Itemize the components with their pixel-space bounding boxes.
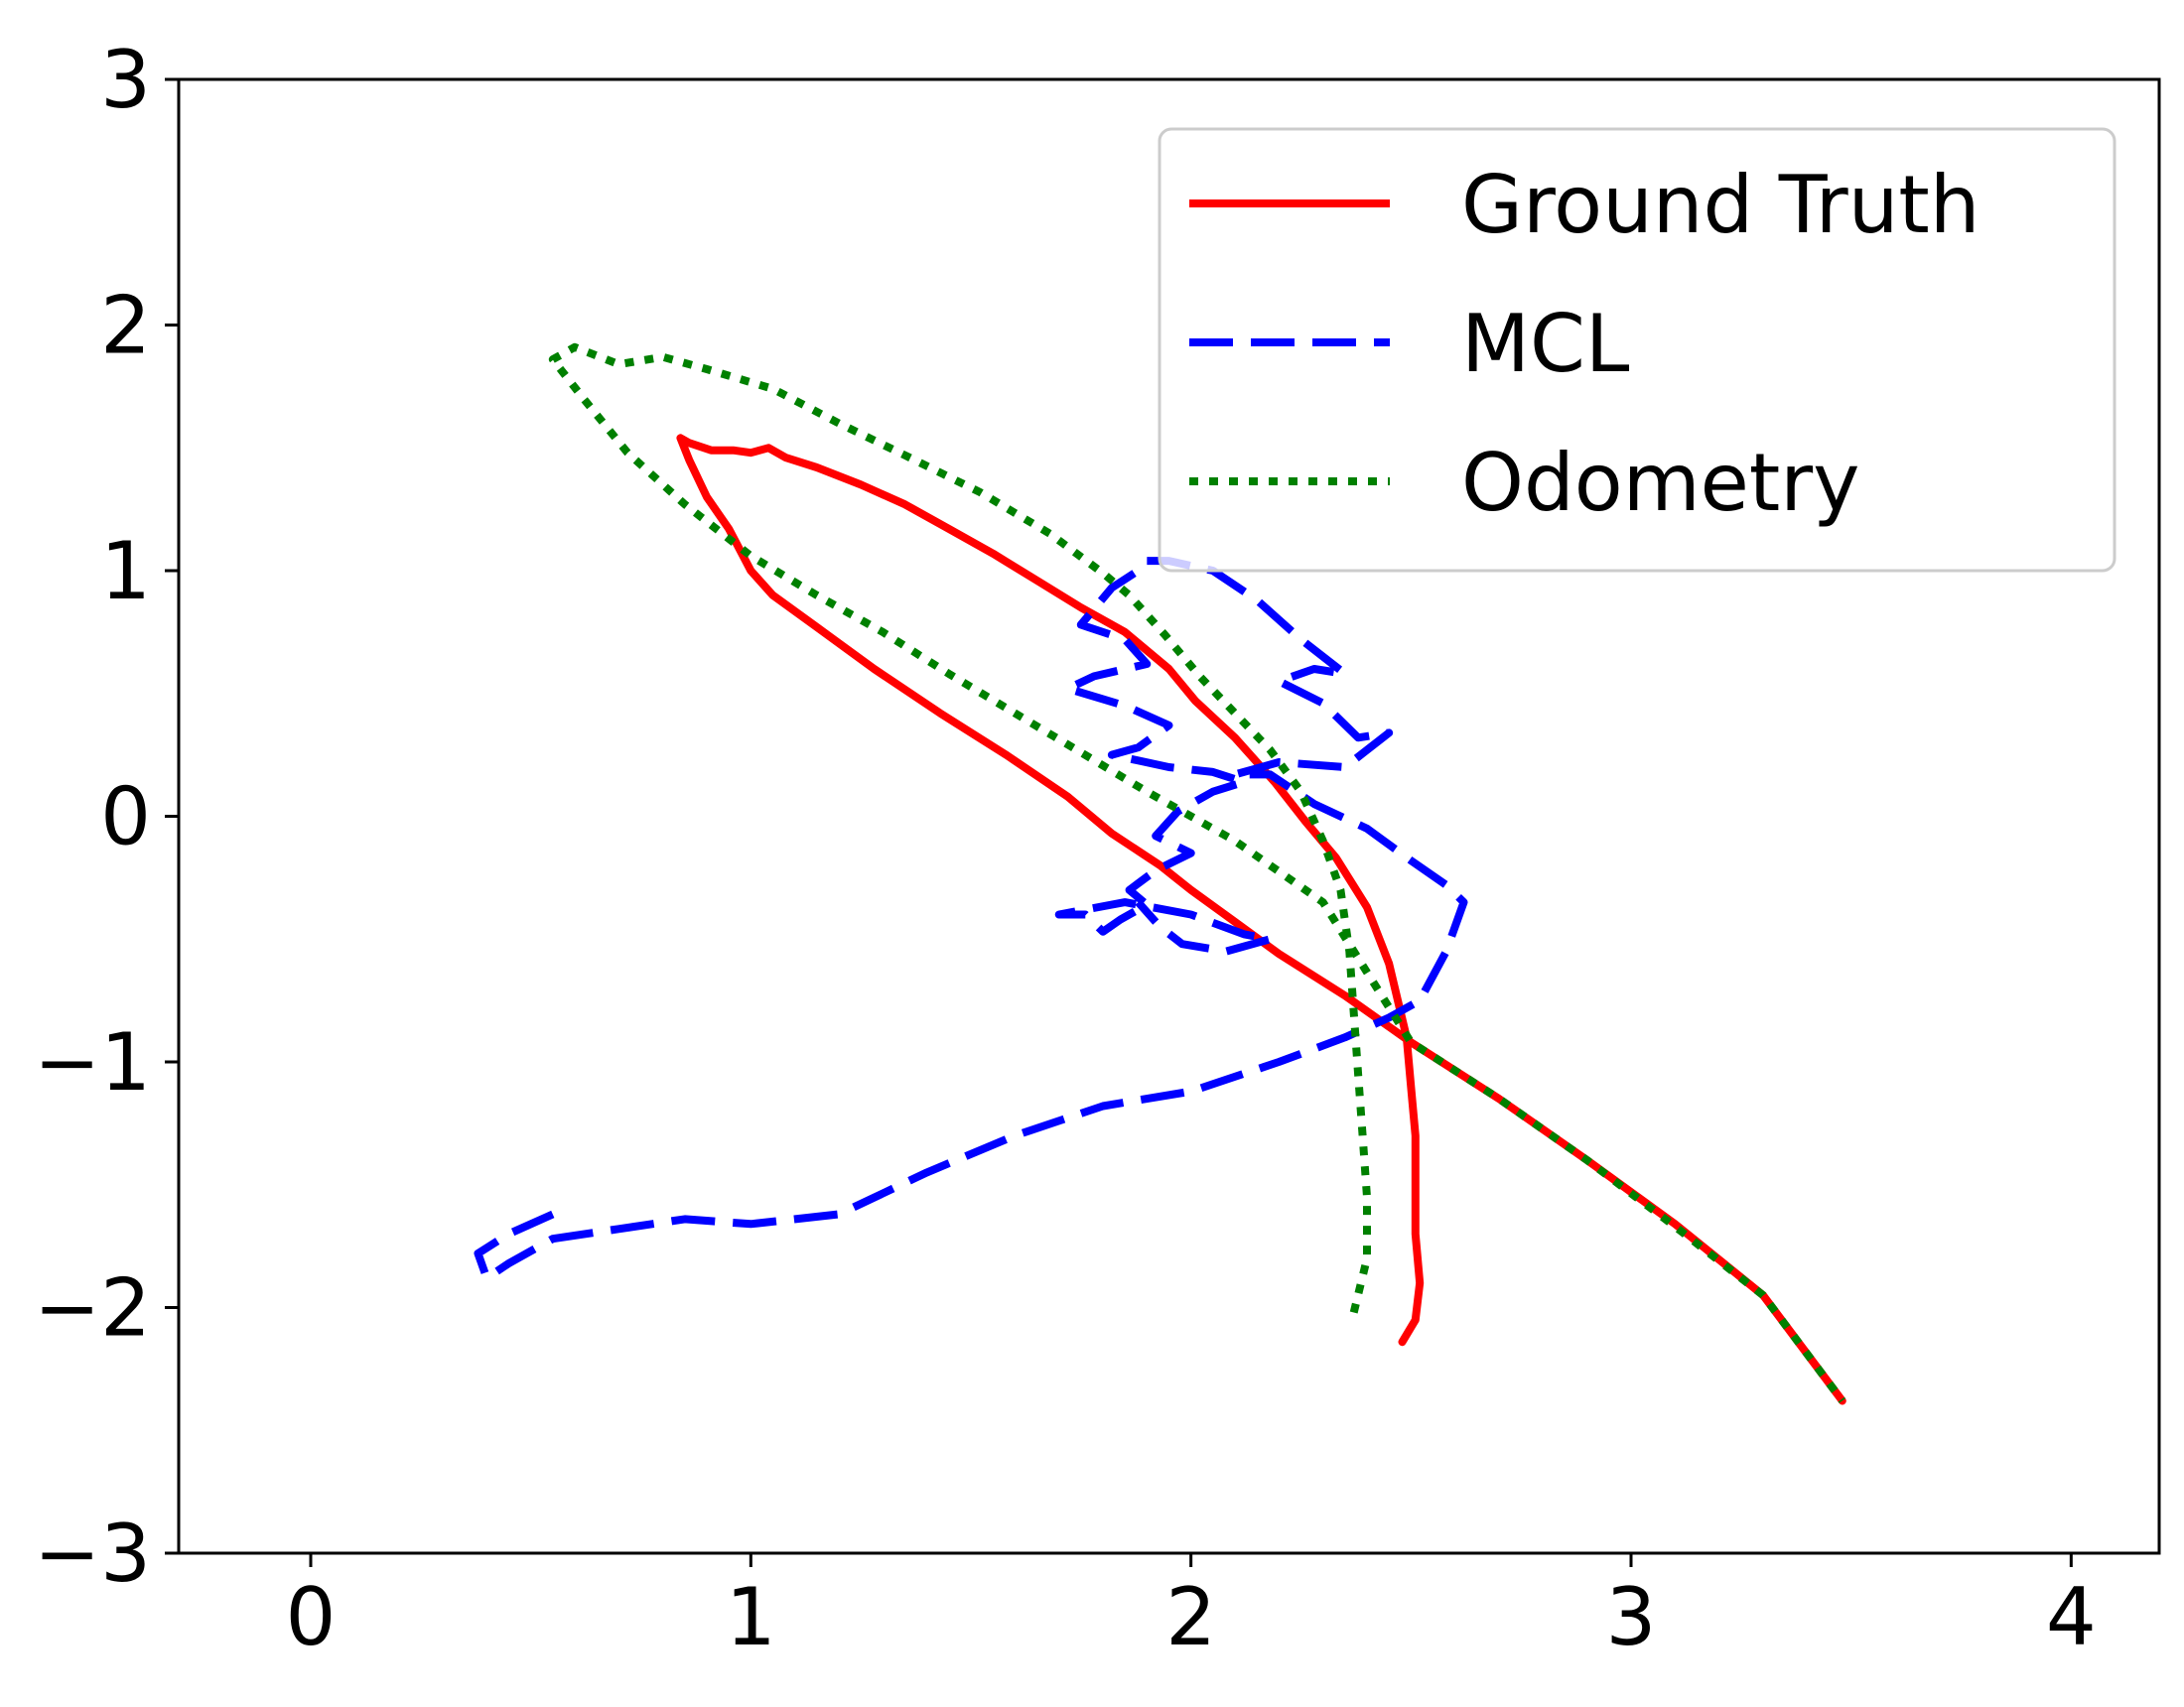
legend-label: MCL bbox=[1461, 298, 1630, 390]
series-line-mcl bbox=[474, 557, 1468, 1282]
legend-box bbox=[1158, 127, 2116, 573]
series-line-ground-truth bbox=[676, 434, 1846, 1405]
x-tick-label: 1 bbox=[726, 1571, 776, 1663]
y-tick-label: −3 bbox=[34, 1508, 151, 1600]
x-axis: 0 1 2 3 4 bbox=[286, 1553, 2097, 1663]
legend: Ground Truth MCL Odometry bbox=[1158, 127, 2116, 573]
x-tick-label: 0 bbox=[286, 1571, 337, 1663]
y-tick-label: −1 bbox=[34, 1016, 151, 1109]
y-tick-label: 3 bbox=[100, 34, 151, 126]
series-line-odometry bbox=[548, 342, 1846, 1403]
y-tick-label: 1 bbox=[100, 525, 151, 617]
legend-label: Odometry bbox=[1461, 437, 1859, 529]
x-tick-label: 2 bbox=[1165, 1571, 1216, 1663]
x-tick-label: 3 bbox=[1606, 1571, 1657, 1663]
y-tick-label: 0 bbox=[100, 771, 151, 863]
y-tick-label: 2 bbox=[100, 280, 151, 372]
series-layer bbox=[474, 342, 1846, 1405]
legend-label: Ground Truth bbox=[1461, 159, 1979, 251]
y-tick-label: −2 bbox=[34, 1262, 151, 1355]
x-tick-label: 4 bbox=[2046, 1571, 2097, 1663]
y-axis: −3 −2 −1 0 1 2 3 bbox=[34, 34, 179, 1600]
